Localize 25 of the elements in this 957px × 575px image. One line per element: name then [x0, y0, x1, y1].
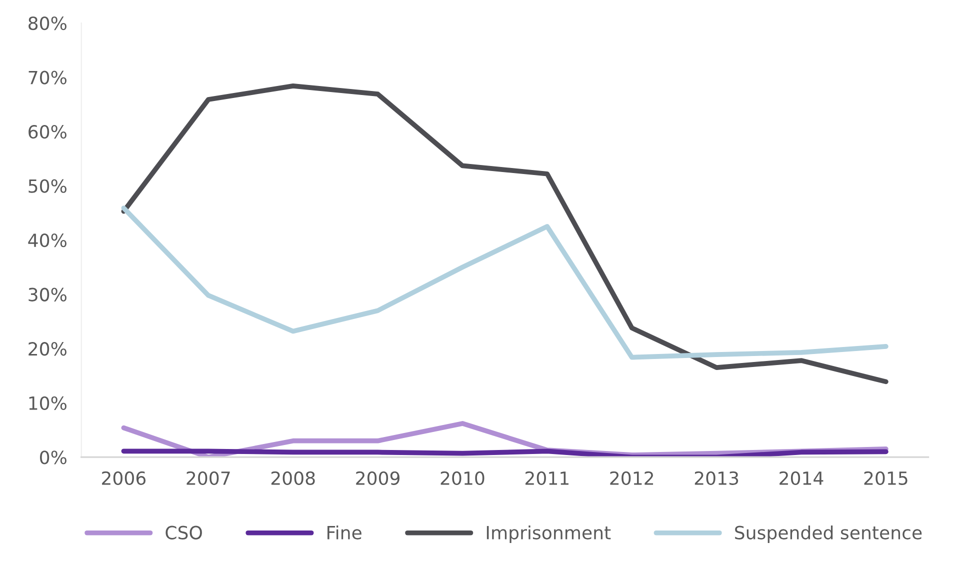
x-tick-label: 2008 [271, 471, 315, 485]
y-tick-label: 60% [28, 124, 66, 139]
y-tick-label: 0% [40, 450, 66, 464]
x-tick-label: 2007 [186, 471, 230, 485]
x-tick-label: 2009 [356, 471, 400, 485]
y-tick-label: 30% [28, 288, 66, 302]
legend-label: CSO [166, 526, 202, 540]
y-tick-label: 50% [28, 179, 66, 193]
legend-label: Imprisonment [486, 525, 611, 543]
x-tick-label: 2006 [102, 471, 146, 485]
x-tick-label: 2010 [440, 471, 484, 485]
legend-label: Suspended sentence [735, 525, 922, 543]
x-tick-label: 2013 [694, 471, 738, 485]
x-tick-label: 2014 [780, 471, 824, 485]
y-tick-label: 40% [28, 234, 66, 248]
x-tick-label: 2011 [526, 471, 568, 485]
y-tick-label: 10% [29, 396, 66, 410]
line-series [121, 84, 888, 384]
line-series [121, 206, 888, 360]
y-tick-label: 70% [28, 70, 66, 84]
x-tick-label: 2012 [610, 471, 654, 485]
legend-label: Fine [328, 525, 362, 540]
x-tick-label: 2015 [864, 471, 908, 485]
y-tick-label: 80% [28, 16, 66, 30]
y-tick-label: 20% [28, 342, 66, 356]
